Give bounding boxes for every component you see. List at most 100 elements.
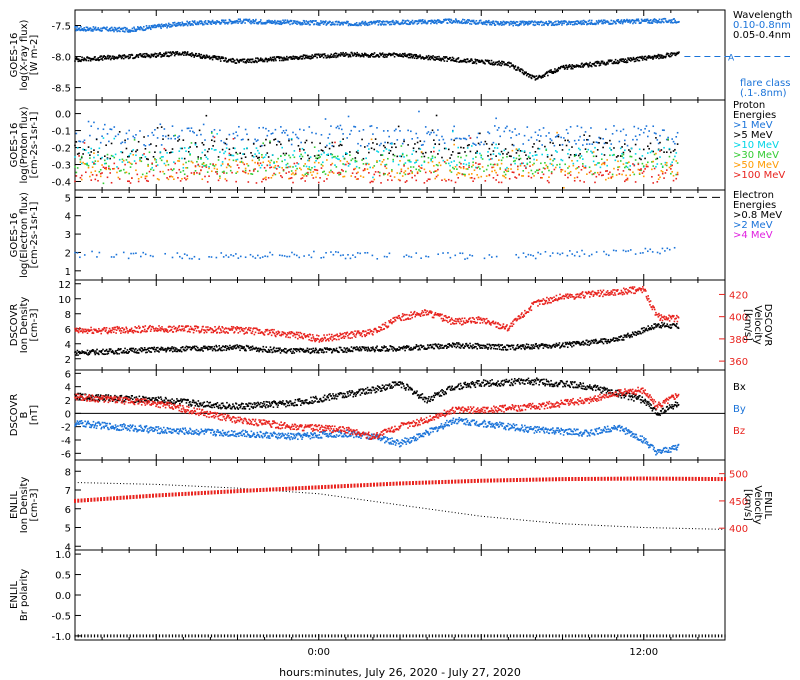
data-point	[403, 156, 405, 158]
data-point	[292, 55, 295, 58]
data-point	[135, 351, 138, 353]
data-point	[575, 167, 577, 170]
data-point	[144, 56, 147, 59]
data-point	[381, 21, 384, 24]
data-point	[660, 21, 662, 24]
data-point	[634, 58, 636, 60]
data-point	[537, 172, 539, 174]
data-point	[360, 22, 363, 24]
data-point	[416, 141, 419, 144]
data-point	[462, 167, 465, 170]
data-point	[607, 177, 610, 180]
data-point	[210, 23, 213, 25]
data-point	[672, 140, 675, 143]
data-point	[434, 59, 437, 61]
data-point	[642, 175, 645, 178]
data-point	[202, 165, 205, 167]
data-point	[619, 160, 622, 162]
data-point	[242, 170, 244, 173]
data-point	[493, 22, 496, 25]
data-point	[618, 61, 621, 63]
data-point	[236, 153, 239, 155]
data-point	[286, 162, 289, 165]
data-point	[177, 21, 180, 24]
data-point	[204, 154, 206, 157]
data-point	[488, 174, 491, 176]
data-point	[251, 345, 254, 348]
data-point	[257, 347, 260, 350]
data-point	[206, 181, 209, 183]
data-point	[626, 162, 629, 164]
data-point	[257, 139, 259, 141]
data-point	[401, 19, 404, 22]
data-point	[501, 24, 503, 26]
data-point	[454, 18, 457, 20]
data-point	[567, 172, 569, 175]
data-point	[298, 350, 301, 353]
data-point	[376, 345, 378, 348]
data-point	[619, 155, 622, 157]
data-point	[141, 55, 144, 58]
data-point	[217, 156, 220, 158]
data-point	[247, 345, 250, 348]
data-point	[117, 347, 120, 350]
data-point	[100, 27, 102, 30]
data-point	[185, 53, 188, 56]
data-point	[534, 257, 537, 260]
data-point	[278, 141, 281, 143]
data-point	[333, 53, 336, 55]
data-point	[354, 53, 357, 55]
data-point	[381, 161, 384, 163]
data-point	[243, 153, 246, 155]
data-point	[265, 57, 268, 60]
data-point	[342, 175, 344, 178]
y-tick-label: -0.3	[51, 161, 71, 172]
data-point	[661, 129, 664, 131]
data-point	[173, 54, 176, 57]
data-point	[458, 165, 461, 168]
data-point	[266, 164, 269, 167]
data-point	[220, 57, 223, 60]
data-point	[561, 143, 564, 146]
data-point	[170, 175, 172, 178]
data-point	[187, 21, 190, 24]
data-point	[189, 154, 191, 156]
data-point	[645, 125, 648, 127]
data-point	[511, 171, 514, 174]
data-point	[315, 176, 317, 179]
data-point	[357, 171, 359, 174]
data-point	[263, 144, 266, 147]
data-point	[314, 347, 317, 350]
data-point	[145, 55, 147, 58]
data-point	[534, 171, 537, 173]
data-point	[561, 252, 564, 255]
data-point	[267, 177, 270, 179]
data-point	[424, 19, 426, 22]
data-point	[660, 18, 663, 21]
data-point	[498, 181, 500, 184]
data-point	[499, 21, 502, 23]
data-point	[115, 253, 118, 256]
data-point	[113, 156, 116, 159]
data-point	[518, 154, 520, 157]
data-point	[349, 154, 351, 156]
data-point	[139, 157, 141, 159]
data-point	[132, 135, 135, 138]
data-point	[540, 75, 542, 78]
data-point	[401, 52, 404, 55]
data-point	[98, 353, 100, 356]
data-point	[225, 254, 227, 257]
data-point	[154, 157, 156, 160]
data-point	[490, 63, 492, 66]
data-point	[494, 24, 497, 26]
data-point	[526, 126, 529, 128]
data-point	[359, 55, 362, 58]
data-point	[278, 348, 281, 351]
data-point	[225, 349, 228, 352]
data-point	[108, 140, 110, 143]
data-point	[661, 20, 664, 23]
data-point	[528, 76, 530, 78]
data-point	[371, 347, 374, 350]
data-point	[580, 22, 582, 24]
data-point	[561, 149, 564, 151]
